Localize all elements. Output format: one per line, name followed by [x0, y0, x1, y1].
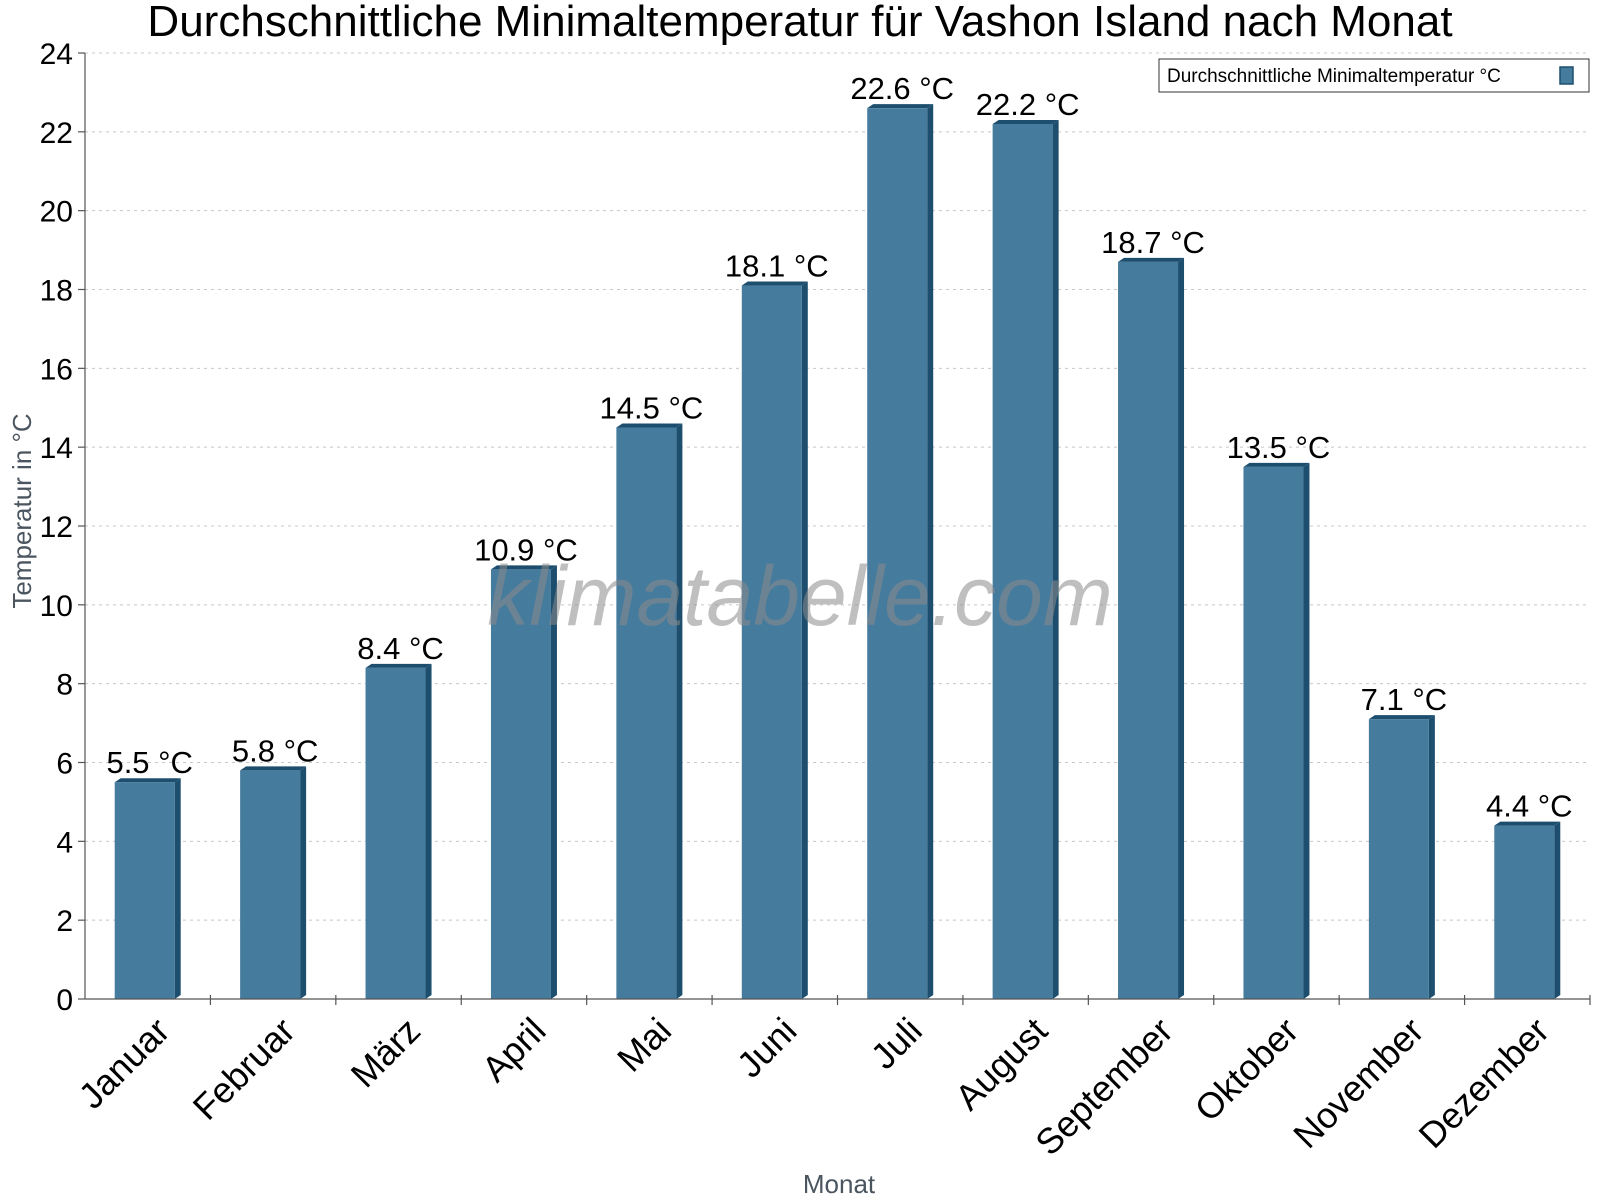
- bar-top: [114, 778, 181, 783]
- legend-label: Durchschnittliche Minimaltemperatur °C: [1167, 66, 1501, 87]
- y-tick-label: 10: [40, 590, 73, 623]
- bar: [1118, 261, 1179, 999]
- bar-value-label: 4.4 °C: [1486, 789, 1573, 824]
- bar-side: [425, 663, 432, 999]
- gridlines: [85, 52, 1590, 921]
- bar-side: [550, 565, 557, 999]
- x-tick-label: November: [1285, 1010, 1431, 1156]
- bar: [616, 427, 677, 999]
- bar: [1494, 825, 1555, 999]
- y-tick-label: 0: [56, 984, 73, 1017]
- y-tick-label: 20: [40, 196, 73, 229]
- x-tick-label: August: [947, 1010, 1055, 1118]
- legend: Durchschnittliche Minimaltemperatur °C: [1158, 58, 1590, 93]
- x-tick-label: Juni: [729, 1010, 805, 1086]
- bar-value-label: 8.4 °C: [357, 631, 444, 666]
- chart-title: Durchschnittliche Minimaltemperatur für …: [147, 0, 1452, 46]
- bar-side: [1554, 821, 1561, 999]
- bar-value-label: 10.9 °C: [474, 532, 578, 567]
- x-tick-label: Februar: [185, 1010, 303, 1128]
- y-tick-label: 18: [40, 275, 73, 308]
- bar-value-label: 13.5 °C: [1227, 430, 1331, 465]
- bar-top: [365, 663, 432, 668]
- y-tick-label: 8: [56, 669, 73, 702]
- bar-side: [1428, 715, 1435, 999]
- bar-side: [676, 423, 683, 999]
- y-tick-label: 14: [40, 432, 73, 465]
- bar: [365, 667, 426, 999]
- data-labels: 5.5 °C 5.8 °C 8.4 °C 10.9 °C 14.5 °C 18.1 °C 2…: [106, 71, 1572, 823]
- bar: [741, 285, 802, 999]
- bar-top: [490, 565, 557, 570]
- bars: [114, 104, 1561, 999]
- bar-value-label: 7.1 °C: [1361, 682, 1448, 717]
- bar-top: [240, 766, 307, 771]
- bar-side: [801, 281, 808, 999]
- bar-side: [300, 766, 307, 999]
- x-axis-title: Monat: [803, 1169, 876, 1199]
- x-tick-label: Juli: [863, 1010, 930, 1077]
- bar-top: [1368, 715, 1435, 720]
- bar-top: [1243, 462, 1310, 467]
- y-axis-title: Temperatur in °C: [7, 413, 37, 608]
- bar-value-label: 18.1 °C: [725, 249, 829, 284]
- y-tick-label: 6: [56, 748, 73, 781]
- bar-side: [174, 778, 181, 999]
- bar-top: [616, 423, 683, 428]
- y-tick-label: 12: [40, 511, 73, 544]
- bar-top: [1494, 821, 1561, 826]
- bar-value-label: 5.8 °C: [232, 733, 319, 768]
- bar: [114, 782, 175, 999]
- bar-top: [741, 281, 808, 286]
- x-tick-label: September: [1027, 1010, 1181, 1164]
- bar-value-label: 18.7 °C: [1101, 225, 1205, 260]
- bar-value-label: 22.2 °C: [976, 87, 1080, 122]
- bar: [240, 770, 301, 999]
- bar-side: [1178, 257, 1185, 999]
- legend-swatch: [1559, 66, 1574, 85]
- bar: [992, 123, 1053, 999]
- bar-value-label: 5.5 °C: [106, 745, 193, 780]
- bar: [490, 569, 551, 999]
- y-tick-label: 22: [40, 117, 73, 150]
- bar: [1243, 466, 1304, 999]
- x-tick-label: April: [474, 1010, 554, 1090]
- bar-top: [867, 104, 934, 109]
- x-tick-labels: Januar Februar März April Mai Juni Juli AugustS…: [71, 1010, 1557, 1164]
- bar-value-label: 14.5 °C: [600, 390, 704, 425]
- axes: [78, 52, 1591, 1005]
- y-tick-label: 16: [40, 353, 73, 386]
- bar-value-label: 22.6 °C: [850, 71, 954, 106]
- x-tick-label: Mai: [609, 1010, 679, 1080]
- bar-side: [927, 104, 934, 999]
- bar: [1368, 719, 1429, 999]
- y-tick-label: 2: [56, 905, 73, 938]
- bar-side: [1052, 119, 1059, 999]
- x-tick-label: Oktober: [1187, 1010, 1307, 1130]
- watermark-text: klimatabelle.com: [487, 549, 1113, 643]
- bar: [867, 108, 928, 999]
- x-tick-label: Januar: [71, 1010, 178, 1117]
- x-tick-label: März: [343, 1010, 429, 1096]
- bar-top: [1118, 257, 1185, 262]
- bar-top: [992, 119, 1059, 124]
- legend-box: [1158, 58, 1590, 93]
- x-tick-label: Dezember: [1411, 1010, 1557, 1156]
- y-tick-label: 4: [56, 826, 73, 859]
- bar-side: [1303, 462, 1310, 999]
- y-tick-label: 24: [40, 38, 73, 71]
